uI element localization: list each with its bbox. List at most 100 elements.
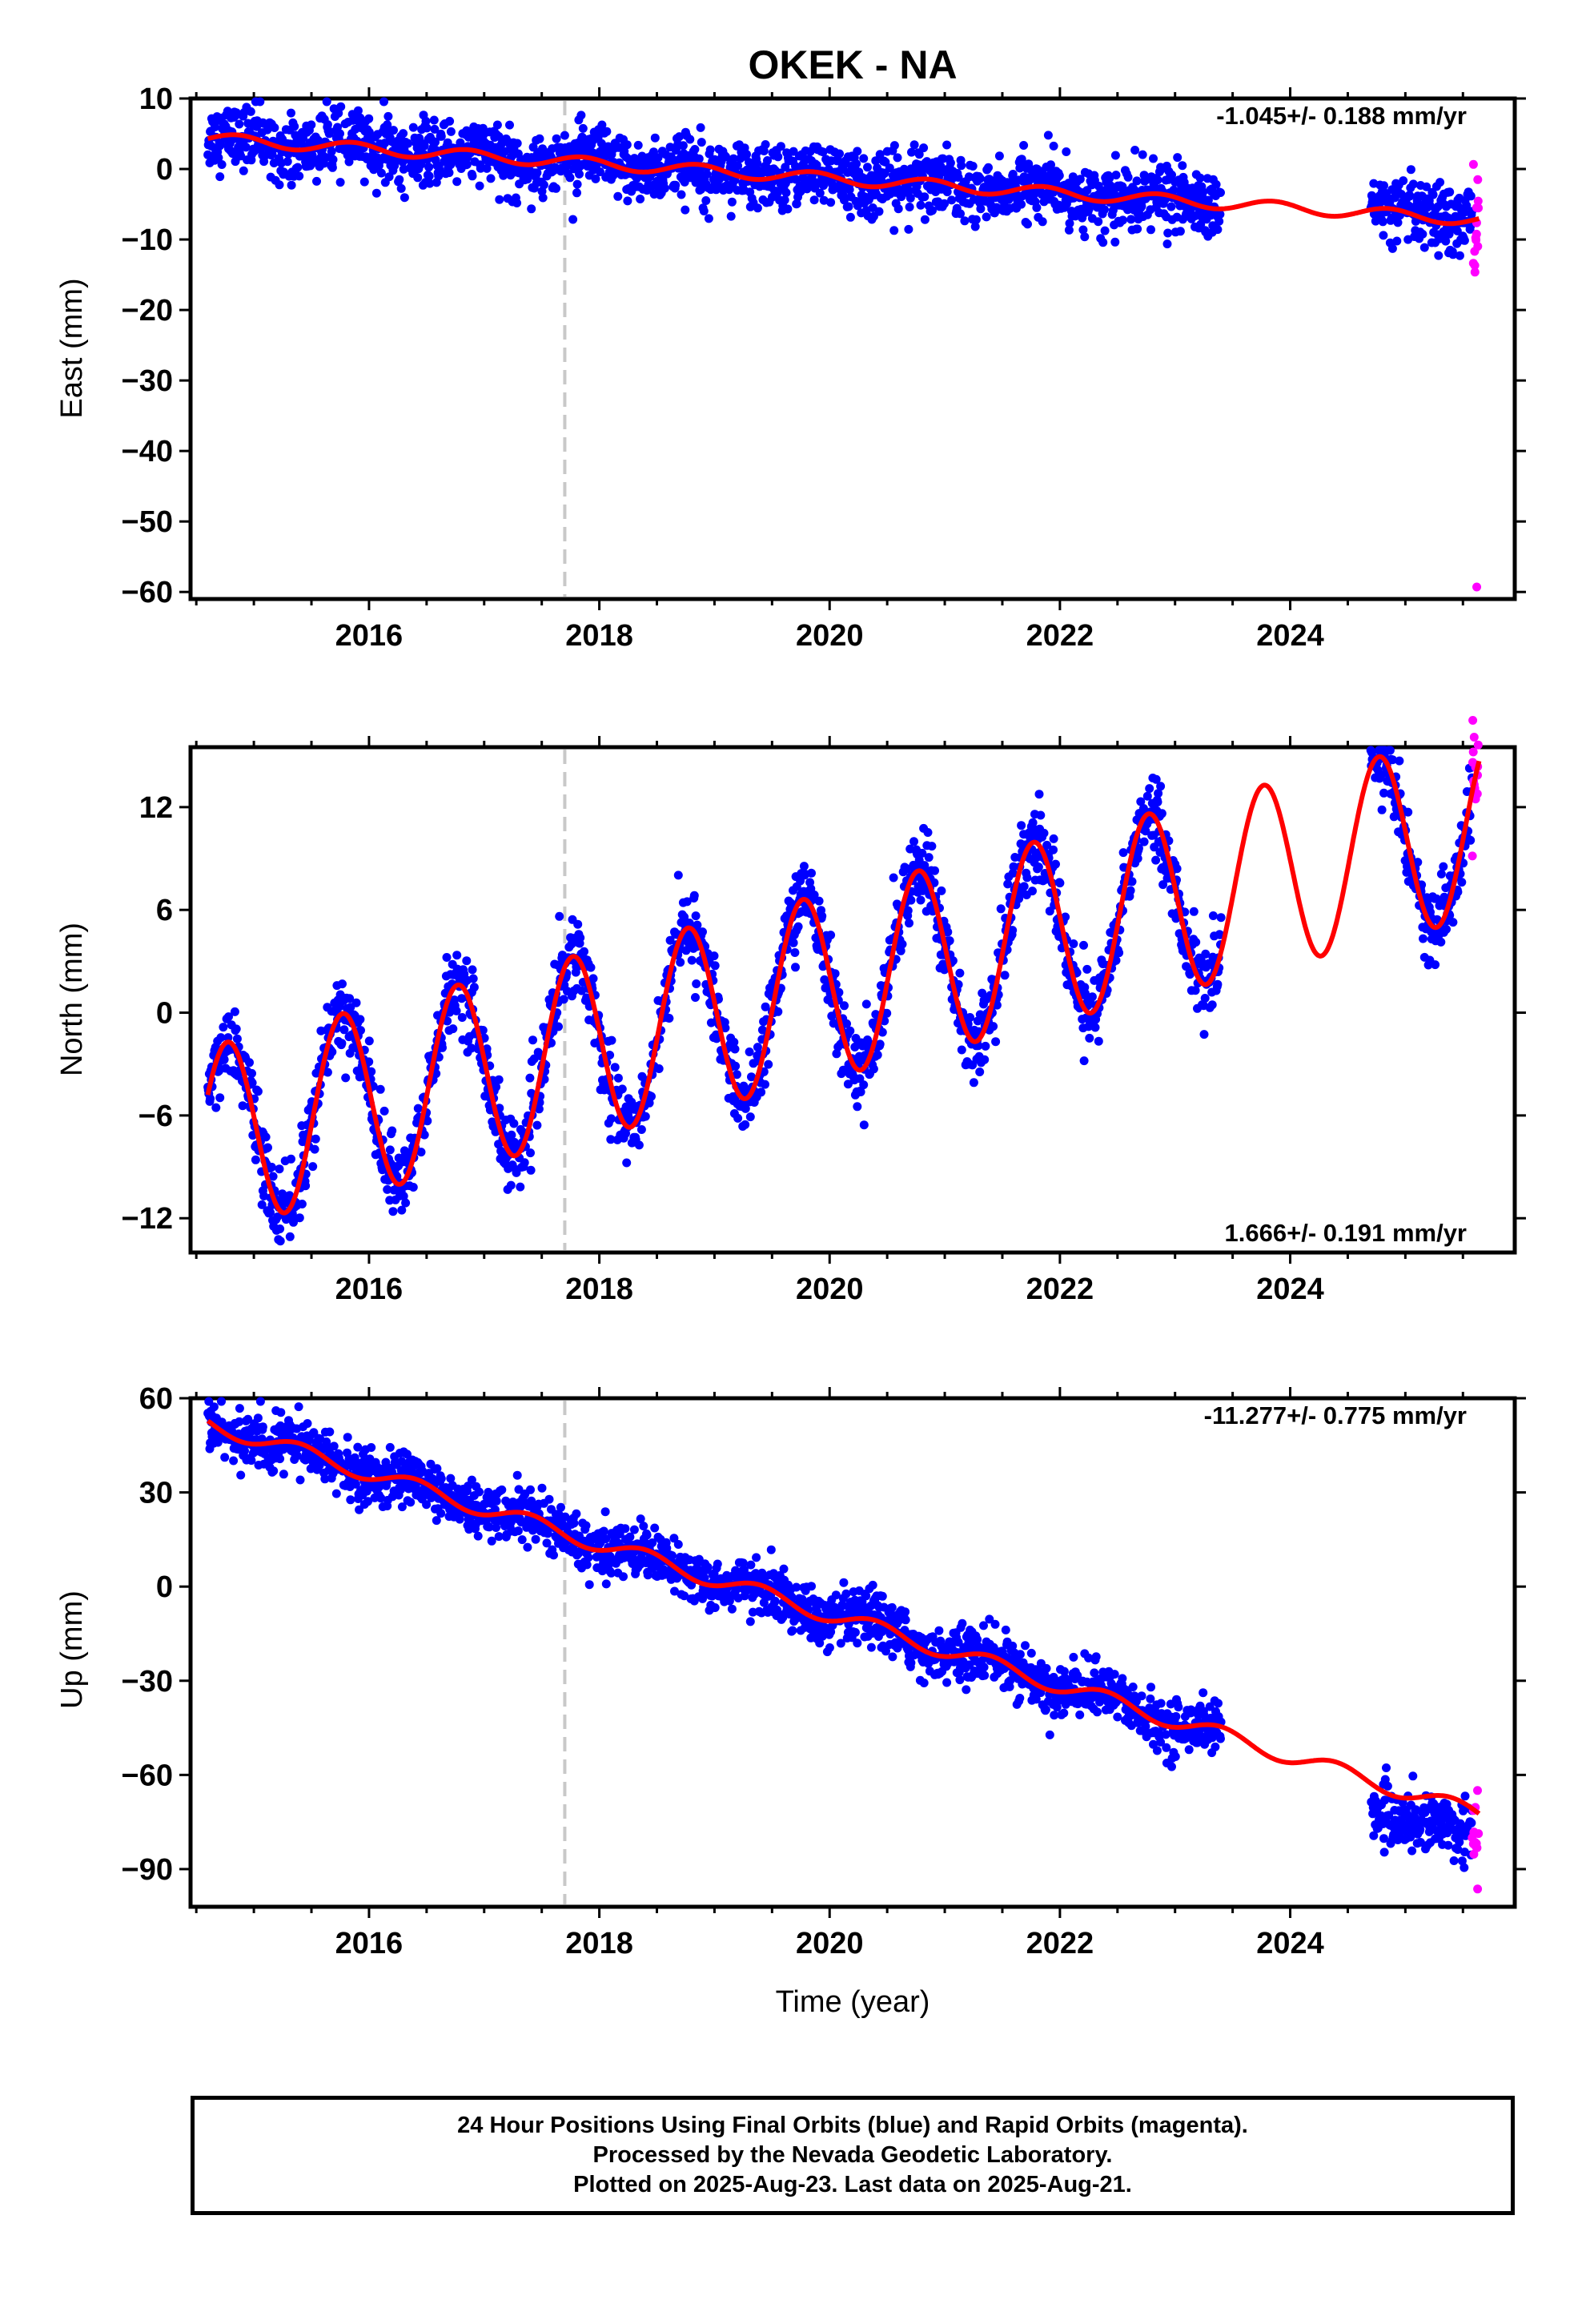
final-point — [1082, 964, 1092, 974]
final-point — [552, 134, 561, 143]
final-point — [335, 178, 345, 187]
final-point — [413, 173, 423, 183]
final-point — [1166, 202, 1176, 211]
final-point — [989, 1022, 998, 1031]
panel-north-model — [205, 754, 1482, 1216]
final-point — [602, 127, 612, 136]
final-point — [568, 215, 578, 224]
y-tick-label: −30 — [122, 364, 173, 398]
final-point — [826, 198, 836, 207]
final-point — [1118, 848, 1128, 858]
final-point — [920, 215, 930, 224]
final-point — [840, 1001, 849, 1011]
final-point — [1216, 913, 1226, 923]
final-point — [482, 163, 492, 173]
final-point — [1123, 172, 1133, 182]
final-point — [335, 129, 344, 139]
final-point — [230, 1007, 239, 1016]
final-point — [699, 207, 709, 215]
x-tick-label: 2020 — [796, 1273, 864, 1306]
rapid-point — [1468, 259, 1478, 268]
final-point — [647, 1092, 656, 1101]
final-point — [556, 1502, 565, 1512]
final-point — [1118, 215, 1127, 225]
final-point — [733, 161, 743, 171]
final-point — [942, 140, 952, 150]
final-point — [301, 1181, 311, 1191]
final-point — [476, 163, 485, 173]
final-point — [1199, 1030, 1209, 1039]
final-point — [1208, 911, 1218, 920]
final-point — [622, 1158, 632, 1168]
final-point — [353, 106, 363, 115]
final-point — [994, 151, 1004, 161]
final-point — [290, 122, 299, 131]
final-point — [982, 212, 991, 222]
final-point — [681, 205, 690, 215]
final-point — [685, 135, 695, 144]
final-point — [696, 123, 705, 132]
final-point — [968, 162, 978, 171]
final-point — [1055, 879, 1065, 888]
final-point — [351, 998, 361, 1007]
final-point — [1098, 238, 1108, 247]
final-point — [421, 116, 431, 126]
final-point — [509, 1119, 519, 1128]
final-point — [245, 1058, 254, 1068]
final-point — [241, 143, 251, 152]
final-point — [307, 120, 316, 130]
final-point — [622, 140, 632, 150]
final-point — [544, 1494, 554, 1504]
final-point — [1419, 934, 1427, 943]
panel-north-rate-label: 1.666+/- 0.191 mm/yr — [1225, 1219, 1467, 1247]
final-point — [341, 1073, 351, 1083]
final-point — [636, 195, 645, 203]
final-point — [863, 163, 872, 172]
final-point — [975, 174, 985, 183]
final-point — [580, 947, 588, 956]
final-point — [445, 116, 455, 126]
final-point — [783, 204, 793, 214]
final-point — [251, 1155, 260, 1164]
final-point — [336, 102, 346, 111]
final-point — [696, 169, 705, 178]
y-tick-label: −10 — [122, 223, 173, 257]
final-point — [763, 156, 772, 165]
final-point — [1049, 845, 1058, 854]
rapid-point — [1470, 267, 1480, 277]
final-point — [1153, 798, 1162, 806]
final-point — [325, 1427, 335, 1437]
final-point — [331, 1489, 341, 1498]
final-point — [757, 1088, 766, 1097]
final-point — [468, 974, 478, 983]
y-tick-label: 0 — [156, 997, 173, 1031]
final-point — [255, 1397, 265, 1406]
final-point — [327, 163, 337, 172]
final-point — [1213, 979, 1223, 989]
final-point — [525, 1073, 535, 1083]
final-point — [431, 138, 440, 147]
rapid-outlier-point — [1472, 582, 1482, 592]
y-tick-label: 10 — [139, 82, 173, 116]
final-point — [396, 183, 406, 193]
final-point — [359, 177, 369, 187]
final-point — [790, 948, 800, 957]
final-point — [1032, 203, 1042, 212]
final-point — [640, 1112, 650, 1121]
final-point — [781, 188, 791, 198]
final-point — [889, 873, 898, 883]
final-point — [404, 139, 413, 148]
final-point — [859, 1080, 869, 1090]
final-point — [549, 1550, 558, 1560]
final-point — [852, 159, 861, 168]
final-point — [413, 1104, 423, 1113]
final-point — [861, 999, 871, 1009]
final-point — [1079, 1056, 1089, 1066]
final-point — [215, 172, 225, 182]
final-point — [206, 1094, 215, 1104]
final-point — [235, 1404, 244, 1413]
final-point — [689, 891, 699, 900]
final-point — [1213, 225, 1223, 235]
final-point — [1163, 228, 1173, 238]
